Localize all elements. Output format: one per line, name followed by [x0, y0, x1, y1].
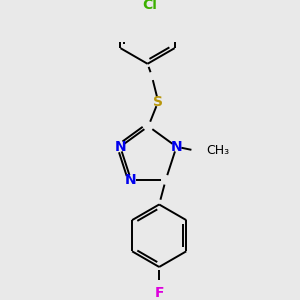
Text: F: F: [154, 286, 164, 300]
Text: N: N: [125, 173, 137, 187]
Text: CH₃: CH₃: [206, 144, 229, 157]
Text: Cl: Cl: [142, 0, 158, 12]
Text: N: N: [171, 140, 182, 154]
Text: N: N: [114, 140, 126, 154]
Text: S: S: [153, 94, 163, 109]
